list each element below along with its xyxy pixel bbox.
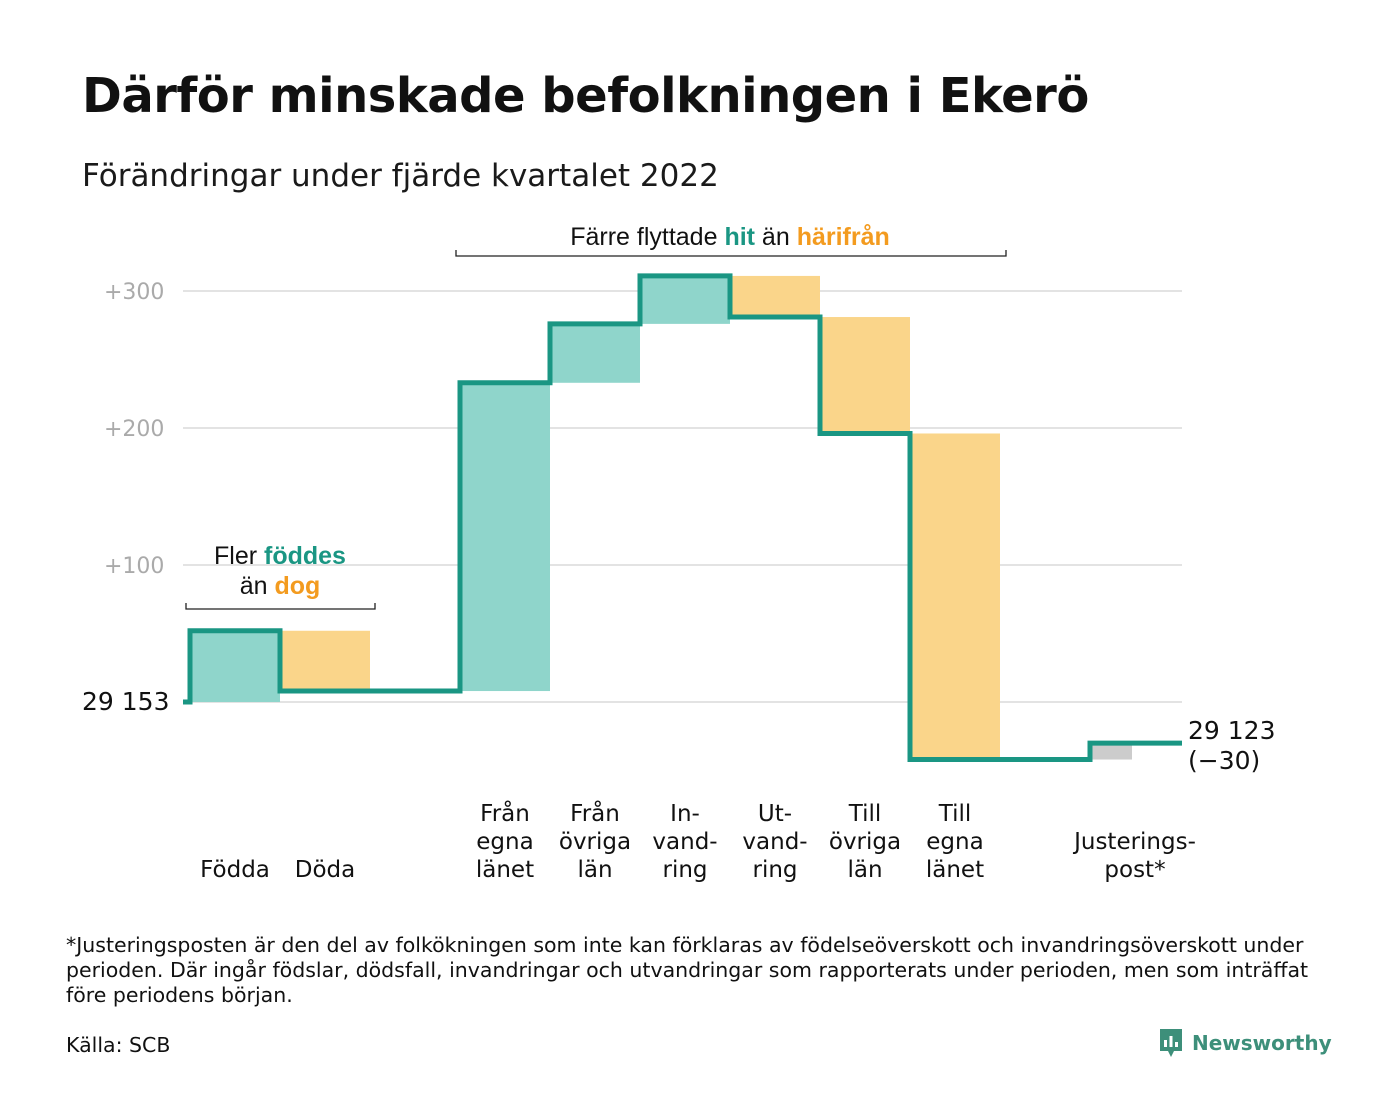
migration-annotation-highlight-out: härifrån [797, 223, 890, 251]
category-label: Ut-vand-ring [742, 801, 807, 883]
brand-name: Newsworthy [1192, 1031, 1332, 1055]
svg-text:Färre flyttade hit än härifrån: Färre flyttade hit än härifrån [570, 223, 890, 251]
category-label: Till övriga län [829, 801, 901, 883]
deaths-annotation-highlight: dog [274, 572, 320, 600]
births-annotation-highlight: föddes [264, 542, 346, 570]
bar-decrease [730, 275, 820, 318]
births-annotation-text-2: än [240, 572, 275, 600]
end-value-label: 29 123 [1188, 716, 1275, 745]
migration-annotation-text-2: än [755, 223, 797, 251]
footnote: *Justeringsposten är den del av folkökni… [66, 933, 1309, 1007]
bar-increase [640, 275, 730, 324]
svg-text:Fler föddes: Fler föddes [214, 542, 346, 570]
category-label: In-vand-ring [652, 801, 717, 883]
bar-decrease [280, 630, 370, 692]
births-annotation-bracket [185, 603, 376, 610]
bar-increase [550, 323, 640, 383]
bar-decrease [910, 433, 1000, 760]
migration-annotation-text: Färre flyttade [570, 223, 724, 251]
brand-logo: Newsworthy [1158, 1027, 1332, 1059]
category-label: Döda [295, 857, 355, 883]
y-axis-ticks: +100 +200 +300 [104, 280, 164, 579]
migration-annotation-bracket [455, 250, 1007, 257]
chart-title: Därför minskade befolkningen i Ekerö [82, 68, 1089, 124]
bar-increase [460, 382, 550, 692]
bars [190, 275, 1132, 760]
bar-decrease [820, 317, 910, 434]
category-label: Till egna länet [926, 801, 984, 883]
start-value-label: 29 153 [82, 687, 169, 716]
category-label: Från egna länet [476, 799, 534, 883]
bar-increase [190, 630, 280, 702]
svg-text:än dog: än dog [240, 572, 321, 600]
y-tick-label: +100 [104, 554, 164, 579]
waterfall-chart: +100 +200 +300 Födda Döda Från egna länet Från ö… [82, 223, 1275, 883]
migration-annotation: Färre flyttade hit än härifrån [455, 223, 1007, 257]
category-label: Från övriga län [559, 799, 631, 883]
y-tick-label: +200 [104, 417, 164, 442]
births-annotation: Fler föddes än dog [185, 542, 376, 610]
chart-subtitle: Förändringar under fjärde kvartalet 2022 [82, 158, 719, 194]
cumulative-step-line [183, 273, 1182, 763]
newsworthy-logo-icon [1160, 1029, 1182, 1057]
source: Källa: SCB [66, 1033, 171, 1057]
y-tick-label: +300 [104, 280, 164, 305]
migration-annotation-highlight-in: hit [724, 223, 755, 251]
bar-adjustment [1090, 743, 1132, 760]
category-label: Födda [200, 857, 270, 883]
category-label: Justerings-post* [1072, 829, 1196, 883]
end-change-label: (−30) [1188, 746, 1260, 775]
category-labels: Födda Döda Från egna länet Från övriga län In-va… [200, 799, 1196, 883]
births-annotation-text: Fler [214, 542, 264, 570]
